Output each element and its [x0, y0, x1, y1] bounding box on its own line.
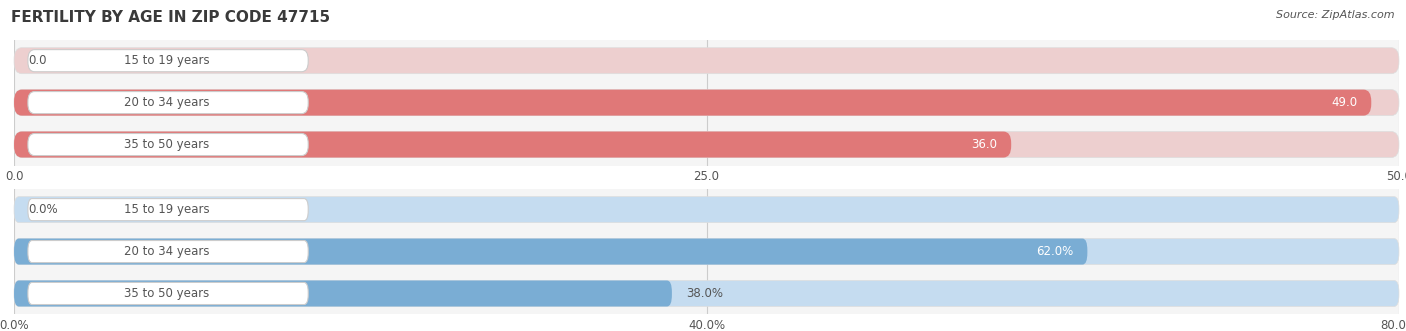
FancyBboxPatch shape	[14, 280, 672, 307]
Text: 15 to 19 years: 15 to 19 years	[124, 203, 209, 216]
Text: 38.0%: 38.0%	[686, 287, 723, 300]
Text: 0.0: 0.0	[28, 54, 46, 67]
FancyBboxPatch shape	[14, 197, 1399, 223]
Text: 35 to 50 years: 35 to 50 years	[124, 287, 209, 300]
FancyBboxPatch shape	[28, 199, 308, 221]
FancyBboxPatch shape	[14, 239, 1087, 264]
FancyBboxPatch shape	[14, 280, 1399, 307]
FancyBboxPatch shape	[28, 92, 308, 114]
FancyBboxPatch shape	[14, 90, 1371, 116]
Text: 49.0: 49.0	[1331, 96, 1357, 109]
Text: 35 to 50 years: 35 to 50 years	[124, 138, 209, 151]
Text: Source: ZipAtlas.com: Source: ZipAtlas.com	[1277, 10, 1395, 20]
FancyBboxPatch shape	[28, 50, 308, 72]
Text: FERTILITY BY AGE IN ZIP CODE 47715: FERTILITY BY AGE IN ZIP CODE 47715	[11, 10, 330, 25]
FancyBboxPatch shape	[14, 48, 1399, 74]
Text: 15 to 19 years: 15 to 19 years	[124, 54, 209, 67]
FancyBboxPatch shape	[14, 90, 1399, 116]
FancyBboxPatch shape	[14, 239, 1399, 264]
Text: 20 to 34 years: 20 to 34 years	[124, 96, 209, 109]
Text: 36.0: 36.0	[972, 138, 997, 151]
FancyBboxPatch shape	[14, 131, 1399, 158]
Text: 0.0%: 0.0%	[28, 203, 58, 216]
FancyBboxPatch shape	[28, 282, 308, 305]
FancyBboxPatch shape	[28, 133, 308, 156]
FancyBboxPatch shape	[14, 131, 1011, 158]
FancyBboxPatch shape	[28, 241, 308, 262]
Text: 62.0%: 62.0%	[1036, 245, 1074, 258]
Text: 20 to 34 years: 20 to 34 years	[124, 245, 209, 258]
